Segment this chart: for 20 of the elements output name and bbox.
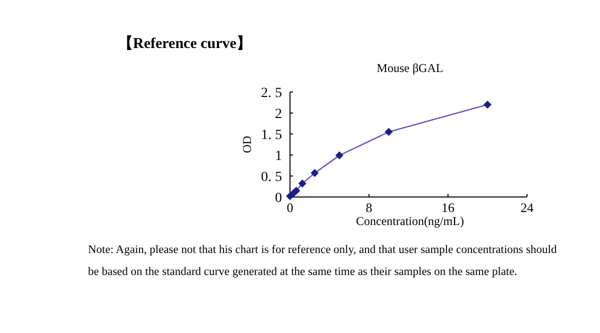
chart-subtitle: Mouse βGAL — [376, 61, 444, 75]
chart-title: 【Reference curve】 — [118, 35, 252, 52]
y-tick-label: 0. 5 — [261, 170, 282, 185]
point — [310, 169, 319, 178]
y-axis-title: OD — [240, 136, 254, 154]
point — [298, 180, 306, 188]
point — [292, 186, 300, 195]
point — [484, 100, 492, 109]
y-tick-label: 2 — [275, 107, 282, 122]
y-tick-label: 2. 5 — [261, 86, 282, 101]
y-tick-label: 1 — [275, 149, 282, 164]
x-tick-label: 0 — [286, 200, 294, 215]
x-axis-title: Concentration(ng/mL) — [356, 214, 464, 228]
text: Note: Again, please not that his chart is for reference only, and that user sample concentrations should be based on the standard curve generated at the same time as their samples on the same plate. — [88, 244, 557, 278]
x-tick-label: 24 — [520, 200, 534, 215]
y-tick-label: 1. 5 — [261, 128, 282, 143]
point — [384, 128, 393, 136]
x-tick-label: 16 — [442, 200, 455, 215]
x-tick-label: 8 — [366, 200, 372, 215]
point — [335, 151, 344, 160]
